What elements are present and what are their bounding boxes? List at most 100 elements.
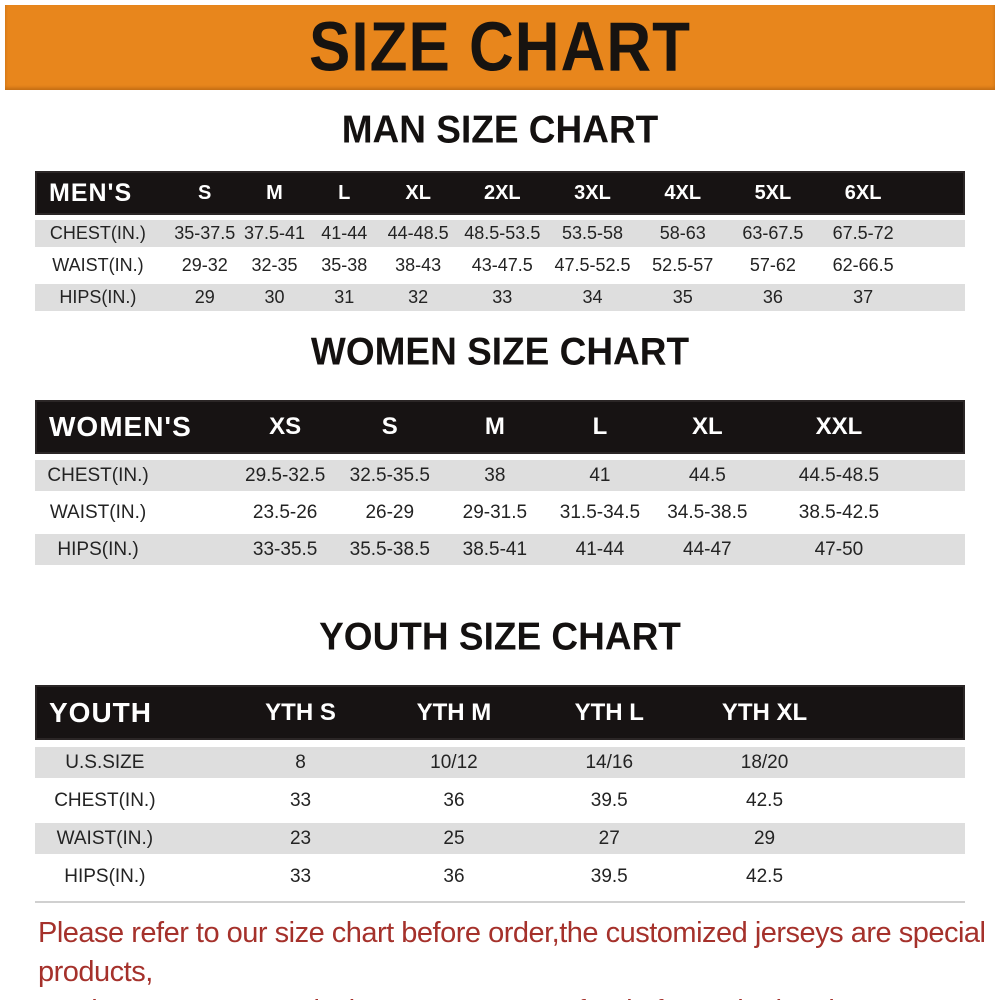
table-cell: 27: [598, 827, 620, 849]
table-cell: 47-50: [814, 538, 864, 560]
table-cell: 18/20: [740, 751, 789, 773]
table-cell: 23.5-26: [252, 501, 318, 523]
table-cell: 58-63: [659, 223, 706, 243]
youth-size-table: YOUTH YTH S YTH M YTH L YTH XL U.S.SIZE 8 10/12…: [35, 685, 965, 903]
table-row: U.S.SIZE 8 10/12 14/16 18/20: [35, 747, 965, 778]
column-header: XL: [692, 413, 723, 440]
column-header: YTH XL: [721, 698, 808, 726]
column-header: YTH M: [416, 698, 492, 726]
table-cell: 67.5-72: [832, 223, 894, 243]
table-cell: 38: [484, 464, 506, 486]
table-cell: 31.5-34.5: [559, 501, 641, 523]
table-cell: 33: [492, 287, 513, 307]
table-cell: 39.5: [590, 865, 628, 887]
page-title: SIZE CHART: [309, 8, 691, 87]
table-cell: 42.5: [746, 789, 784, 811]
column-header: L: [338, 181, 351, 204]
banner: SIZE CHART: [5, 5, 995, 90]
row-label: WAIST(IN.): [49, 501, 147, 523]
table-cell: 35-38: [321, 255, 368, 275]
disclaimer-line-2: we don't accept cancel, change, teturn o…: [38, 992, 988, 1000]
table-cell: 14/16: [585, 751, 634, 773]
table-cell: 35: [672, 287, 693, 307]
table-cell: 34.5-38.5: [667, 501, 748, 523]
column-header: 4XL: [664, 181, 702, 204]
table-cell: 62-66.5: [832, 255, 894, 275]
table-cell: 32: [408, 287, 429, 307]
table-header-row: WOMEN'S XS S M L XL XXL: [35, 400, 965, 454]
row-label: WAIST(IN.): [52, 255, 144, 275]
table-cell: 37: [853, 287, 874, 307]
table-cell: 47.5-52.5: [554, 255, 631, 275]
table-cell: 34: [582, 287, 603, 307]
column-header: M: [484, 413, 505, 440]
table-cell: 39.5: [590, 789, 628, 811]
column-header: S: [381, 413, 398, 440]
table-row: HIPS(IN.) 33-35.5 35.5-38.5 38.5-41 41-44 44-…: [35, 534, 965, 565]
table-header-row: MEN'S S M L XL 2XL 3XL 4XL 5XL 6XL: [35, 171, 965, 215]
table-cell: 35.5-38.5: [349, 538, 430, 560]
column-header: 2XL: [483, 181, 521, 204]
table-row: HIPS(IN.) 29 30 31 32 33 34 35 36 37: [35, 284, 965, 311]
table-row: WAIST(IN.) 29-32 32-35 35-38 38-43 43-47.5 47.…: [35, 252, 965, 279]
table-cell: 44-48.5: [387, 223, 449, 243]
table-cell: 30: [264, 287, 285, 307]
women-section-title: WOMEN SIZE CHART: [310, 329, 690, 374]
table-cell: 41: [589, 464, 611, 486]
table-cell: 57-62: [749, 255, 796, 275]
column-header: 6XL: [844, 181, 882, 204]
table-cell: 36: [443, 865, 465, 887]
table-row: CHEST(IN.) 29.5-32.5 32.5-35.5 38 41 44.5 44.5…: [35, 460, 965, 491]
table-header-label: YOUTH: [49, 696, 152, 728]
table-cell: 41-44: [575, 538, 625, 560]
table-cell: 33: [289, 865, 312, 887]
column-header: YTH L: [574, 698, 644, 726]
table-cell: 53.5-58: [561, 223, 624, 243]
table-cell: 41-44: [321, 223, 368, 243]
women-size-table: WOMEN'S XS S M L XL XXL CHEST(IN.) 29.5-32.5 32.5…: [35, 400, 965, 565]
table-cell: 42.5: [746, 865, 784, 887]
men-section-title: MAN SIZE CHART: [341, 107, 659, 152]
table-cell: 29-31.5: [462, 501, 528, 523]
disclaimer-note: Please refer to our size chart before or…: [38, 914, 988, 1000]
column-header: S: [198, 181, 212, 204]
table-cell: 44-47: [683, 538, 732, 560]
disclaimer-line-1: Please refer to our size chart before or…: [38, 917, 986, 988]
table-cell: 44.5: [688, 464, 726, 486]
column-header: XXL: [815, 413, 863, 440]
table-row: CHEST(IN.) 33 36 39.5 42.5: [35, 785, 965, 816]
table-cell: 29-32: [181, 255, 228, 275]
table-cell: 8: [295, 751, 306, 773]
table-cell: 29.5-32.5: [245, 464, 326, 486]
row-label: HIPS(IN.): [64, 865, 146, 887]
table-cell: 31: [334, 287, 355, 307]
table-cell: 32-35: [251, 255, 298, 275]
column-header: L: [592, 413, 608, 440]
row-label: CHEST(IN.): [49, 223, 146, 243]
column-header: 3XL: [574, 181, 611, 204]
table-row: CHEST(IN.) 35-37.5 37.5-41 41-44 44-48.5 48.5…: [35, 220, 965, 247]
table-cell: 38-43: [395, 255, 442, 275]
row-label: WAIST(IN.): [56, 827, 154, 849]
table-header-label: MEN'S: [49, 178, 133, 207]
table-cell: 35-37.5: [174, 223, 236, 243]
column-header: XS: [269, 413, 302, 440]
men-size-table: MEN'S S M L XL 2XL 3XL 4XL 5XL 6XL CHEST(IN.) 35-37…: [35, 171, 965, 311]
table-cell: 37.5-41: [243, 223, 305, 243]
table-header-label: WOMEN'S: [49, 411, 192, 442]
table-cell: 33: [289, 789, 312, 811]
table-cell: 48.5-53.5: [464, 223, 541, 243]
column-header: M: [266, 181, 283, 204]
row-label: CHEST(IN.): [54, 789, 156, 811]
table-cell: 52.5-57: [652, 255, 714, 275]
table-cell: 29: [753, 827, 776, 849]
row-label: CHEST(IN.): [47, 464, 149, 486]
table-cell: 43-47.5: [471, 255, 533, 275]
table-cell: 44.5-48.5: [798, 464, 880, 486]
table-cell: 10/12: [430, 751, 478, 773]
table-cell: 38.5-41: [462, 538, 528, 560]
table-cell: 38.5-42.5: [798, 501, 880, 523]
table-cell: 33-35.5: [252, 538, 318, 560]
column-header: 5XL: [754, 181, 792, 204]
